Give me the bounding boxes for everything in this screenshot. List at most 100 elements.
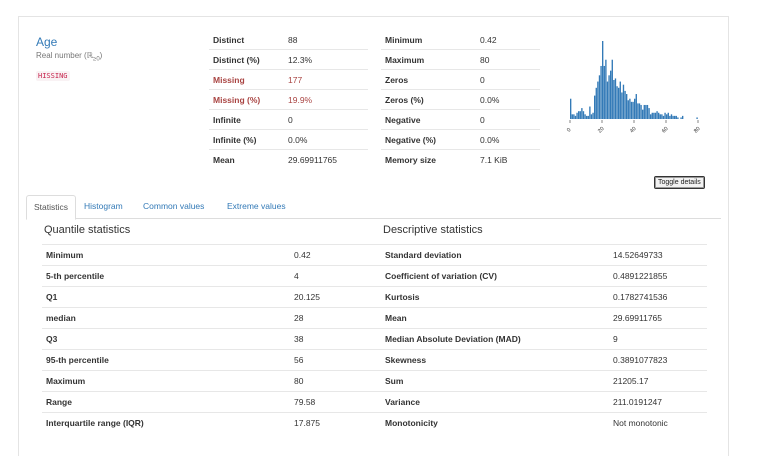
missing-badge: HISSING xyxy=(36,71,70,81)
overview-label: Infinite (%) xyxy=(209,129,284,150)
histogram-bar xyxy=(656,111,658,119)
histogram-bar xyxy=(626,94,628,119)
quantile-label: 95-th percentile xyxy=(42,349,290,371)
overview-row-maximum: Maximum 80 xyxy=(381,49,540,70)
descriptive-label: Sum xyxy=(381,370,609,392)
overview-label: Memory size xyxy=(385,154,437,165)
quantile-row-interquartile-range-iqr: Interquartile range (IQR) 17.875 xyxy=(42,412,388,433)
histogram-bar xyxy=(664,112,666,119)
overview-value: 12.3% xyxy=(284,49,368,70)
overview-label: Negative xyxy=(381,109,476,130)
variable-name[interactable]: Age xyxy=(36,35,58,49)
histogram-bar xyxy=(645,104,647,119)
histogram-tick-label: 20 xyxy=(597,126,606,135)
overview-label: Minimum xyxy=(381,30,476,50)
histogram-bar xyxy=(614,78,617,119)
overview-row-missing: Missing 177 xyxy=(209,69,368,90)
quantile-label: Range xyxy=(42,391,290,413)
histogram-bar xyxy=(670,114,673,119)
descriptive-row-median-absolute-deviation-mad: Median Absolute Deviation (MAD) 9 xyxy=(381,328,707,350)
tab-statistics[interactable]: Statistics xyxy=(26,195,77,220)
descriptive-value: 21205.17 xyxy=(609,370,707,392)
overview-row-negative: Negative (%) 0.0% xyxy=(381,129,540,150)
variable-card xyxy=(18,16,729,456)
histogram-bar xyxy=(610,70,612,119)
histogram-bar xyxy=(677,117,679,119)
histogram-bar xyxy=(638,103,641,119)
quantile-label: median xyxy=(42,307,290,329)
histogram-bar xyxy=(653,112,655,119)
overview-row-missing: Missing (%) 19.9% xyxy=(209,89,368,110)
descriptive-row-monotonicity: Monotonicity Not monotonic xyxy=(381,412,707,433)
histogram-tick-label: 40 xyxy=(629,126,638,135)
descriptive-label: Standard deviation xyxy=(381,244,609,266)
histogram-bar xyxy=(606,81,609,119)
histogram-bar xyxy=(672,115,674,119)
histogram-bar xyxy=(592,112,594,119)
quantile-row-minimum: Minimum 0.42 xyxy=(42,244,388,266)
quantile-value: 38 xyxy=(290,328,388,350)
quantile-row-range: Range 79.58 xyxy=(42,391,388,413)
descriptive-row-kurtosis: Kurtosis 0.1782741536 xyxy=(381,286,707,308)
quantile-label: Interquartile range (IQR) xyxy=(42,412,290,433)
overview-value: 0 xyxy=(476,109,540,130)
histogram-bar xyxy=(643,104,645,119)
overview-row-minimum: Minimum 0.42 xyxy=(381,30,540,50)
overview-row-zeros: Zeros 0 xyxy=(381,69,540,90)
histogram-tick-label: 60 xyxy=(661,126,670,135)
overview-value: 7.1 KiB xyxy=(480,154,508,165)
histogram-bar xyxy=(613,80,615,119)
type-label: Real number (ℝ xyxy=(36,51,94,60)
histogram-bar xyxy=(594,95,596,119)
histogram-bar xyxy=(579,111,581,119)
variable-type: Real number (ℝ≥0) xyxy=(36,51,102,63)
tab-histogram[interactable]: Histogram xyxy=(84,201,123,211)
histogram-bar xyxy=(619,81,621,119)
overview-row-distinct: Distinct 88 xyxy=(209,30,368,50)
descriptive-row-coefficient-of-variation-cv: Coefficient of variation (CV) 0.489122185… xyxy=(381,265,707,287)
tab-common-values[interactable]: Common values xyxy=(143,201,205,211)
overview-row-infinite: Infinite (%) 0.0% xyxy=(209,129,368,150)
histogram-bar xyxy=(675,115,677,119)
histogram-bar xyxy=(573,114,575,119)
histogram-bar xyxy=(637,103,639,119)
histogram-bar xyxy=(627,100,629,119)
descriptive-label: Variance xyxy=(381,391,609,413)
histogram-bar xyxy=(630,101,633,119)
quantile-value: 17.875 xyxy=(290,412,388,433)
type-subscript: ≥0 xyxy=(93,56,100,63)
overview-row-memory-size: Memory size 7.1 KiB xyxy=(381,150,540,170)
histogram-bar xyxy=(654,112,657,119)
overview-label: Mean xyxy=(213,154,235,165)
overview-value: 88 xyxy=(284,30,368,50)
overview-label: Missing xyxy=(209,69,284,90)
overview-value: 80 xyxy=(476,49,540,70)
toggle-details-button[interactable]: Toggle details xyxy=(654,176,705,189)
histogram-bar xyxy=(574,115,577,119)
histogram-bar xyxy=(576,112,578,119)
quantile-label: Q3 xyxy=(42,328,290,350)
histogram-bar xyxy=(624,90,626,119)
descriptive-value: 29.69911765 xyxy=(609,307,707,329)
histogram-bar xyxy=(696,117,698,119)
quantile-title: Quantile statistics xyxy=(44,224,131,236)
quantile-label: Maximum xyxy=(42,370,290,392)
descriptive-label: Kurtosis xyxy=(381,286,609,308)
histogram-bar xyxy=(600,65,602,119)
tab-extreme-values[interactable]: Extreme values xyxy=(227,201,286,211)
descriptive-label: Median Absolute Deviation (MAD) xyxy=(381,328,609,350)
overview-label: Negative (%) xyxy=(381,129,476,150)
histogram-bar xyxy=(646,104,649,119)
quantile-row-q3: Q3 38 xyxy=(42,328,388,350)
histogram-bar xyxy=(605,59,607,119)
histogram-bar xyxy=(634,98,636,119)
histogram-bar xyxy=(603,65,605,119)
overview-row-distinct: Distinct (%) 12.3% xyxy=(209,49,368,70)
overview-value: 0.0% xyxy=(476,89,540,110)
histogram-bar xyxy=(616,86,618,119)
quantile-label: Q1 xyxy=(42,286,290,308)
descriptive-value: Not monotonic xyxy=(609,412,707,433)
histogram-bar xyxy=(621,92,623,119)
descriptive-label: Monotonicity xyxy=(381,412,609,433)
histogram-bar xyxy=(669,115,671,119)
